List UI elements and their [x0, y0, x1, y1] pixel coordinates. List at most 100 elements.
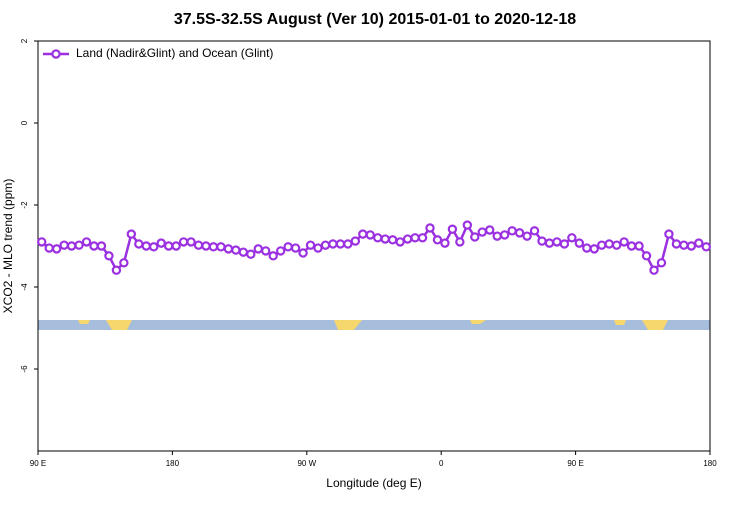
data-point — [358, 229, 368, 239]
data-point — [313, 243, 323, 253]
chart-title: 37.5S-32.5S August (Ver 10) 2015-01-01 t… — [174, 11, 576, 28]
data-point — [552, 237, 562, 247]
data-point — [514, 228, 525, 238]
map-strip — [38, 320, 710, 330]
data-point — [37, 237, 47, 247]
data-point — [544, 238, 555, 248]
data-point — [499, 230, 510, 240]
data-point — [574, 238, 585, 248]
data-point — [156, 238, 166, 248]
x-tick-label: 180 — [166, 459, 180, 468]
land-patch — [106, 320, 132, 330]
data-point — [417, 233, 428, 243]
data-point — [597, 240, 607, 250]
data-point — [664, 229, 674, 239]
data-point — [253, 244, 263, 254]
data-point — [701, 242, 711, 252]
data-point — [589, 244, 599, 254]
data-point — [611, 240, 622, 250]
data-point — [216, 242, 226, 252]
data-point — [425, 223, 435, 233]
data-point — [59, 240, 69, 250]
data-point — [126, 229, 137, 239]
x-tick-label: 90 E — [30, 459, 46, 468]
data-point — [178, 237, 189, 247]
data-point — [522, 231, 532, 241]
data-point — [261, 246, 271, 256]
legend-label: Land (Nadir&Glint) and Ocean (Glint) — [76, 46, 273, 60]
data-point — [619, 237, 629, 247]
data-point — [410, 233, 420, 243]
data-point — [477, 227, 487, 237]
data-point — [171, 241, 181, 251]
data-point — [365, 230, 375, 240]
data-point — [74, 240, 84, 250]
data-point — [111, 265, 122, 275]
data-point — [343, 239, 353, 249]
data-point — [567, 233, 577, 243]
y-tick-label: 0 — [20, 120, 29, 125]
data-point — [350, 236, 361, 246]
land-patch — [614, 320, 626, 325]
data-point — [626, 241, 637, 251]
data-point — [96, 241, 107, 251]
data-point — [395, 237, 405, 247]
data-point — [440, 238, 450, 248]
data-point — [641, 251, 652, 261]
data-point — [634, 241, 644, 251]
y-tick-label: -2 — [20, 201, 29, 209]
data-point — [44, 243, 54, 253]
data-point — [149, 242, 159, 252]
y-tick-label: 2 — [20, 38, 29, 43]
data-point — [66, 241, 77, 251]
data-point — [328, 239, 338, 249]
data-point — [134, 239, 144, 249]
data-point — [462, 220, 473, 230]
data-point — [679, 240, 689, 250]
data-point — [298, 248, 308, 258]
data-point — [559, 239, 570, 249]
data-point — [694, 238, 704, 248]
data-point — [537, 236, 547, 246]
data-point — [208, 242, 219, 252]
data-point — [649, 265, 659, 275]
data-point — [305, 240, 316, 250]
y-tick-label: -4 — [20, 283, 29, 291]
data-point — [283, 242, 293, 252]
data-point — [387, 235, 398, 245]
data-point — [238, 247, 249, 257]
data-point — [335, 239, 346, 249]
data-point — [470, 232, 480, 242]
data-point — [447, 224, 458, 234]
data-point — [686, 241, 697, 251]
data-point — [186, 237, 196, 247]
data-point — [455, 237, 465, 247]
land-patch — [334, 320, 362, 330]
data-point — [290, 243, 301, 253]
x-tick-label: 90 E — [567, 459, 583, 468]
y-tick-label: -6 — [20, 365, 29, 373]
data-point — [671, 239, 682, 249]
data-point — [231, 245, 241, 255]
data-point — [193, 240, 204, 250]
data-point — [604, 239, 614, 249]
x-tick-label: 0 — [439, 459, 444, 468]
x-tick-label: 180 — [703, 459, 717, 468]
legend-marker — [51, 49, 61, 59]
data-point — [223, 244, 234, 254]
data-point — [373, 233, 383, 243]
data-point — [492, 231, 502, 241]
data-point — [380, 234, 390, 244]
data-point — [582, 243, 592, 253]
data-point — [432, 235, 443, 245]
data-point — [119, 258, 129, 268]
data-point — [141, 241, 151, 251]
land-patch — [642, 320, 668, 330]
data-point — [201, 241, 211, 251]
data-point — [320, 240, 331, 250]
data-point — [275, 246, 286, 256]
y-axis-label: XCO2 - MLO trend (ppm) — [1, 179, 15, 314]
data-point — [507, 226, 517, 236]
data-point — [163, 241, 174, 251]
